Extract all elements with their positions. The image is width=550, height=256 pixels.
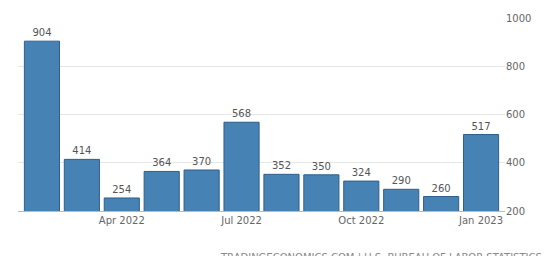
svg-text:517: 517 [472, 121, 491, 132]
svg-text:290: 290 [392, 175, 411, 186]
svg-text:Jan 2023: Jan 2023 [458, 215, 503, 226]
svg-text:568: 568 [232, 108, 251, 119]
svg-text:600: 600 [506, 109, 525, 120]
svg-text:364: 364 [152, 157, 171, 168]
svg-text:352: 352 [272, 160, 291, 171]
svg-text:904: 904 [32, 27, 51, 38]
svg-text:414: 414 [72, 145, 91, 156]
svg-text:324: 324 [352, 167, 371, 178]
svg-text:200: 200 [506, 206, 525, 217]
svg-text:TRADINGECONOMICS.COM | U.S. BU: TRADINGECONOMICS.COM | U.S. BUREAU OF LA… [220, 252, 542, 256]
svg-text:400: 400 [506, 157, 525, 168]
svg-text:370: 370 [192, 156, 211, 167]
svg-text:260: 260 [432, 183, 451, 194]
svg-text:254: 254 [112, 184, 131, 195]
svg-text:Jul 2022: Jul 2022 [220, 215, 262, 226]
svg-text:1000: 1000 [506, 13, 531, 24]
svg-text:Apr 2022: Apr 2022 [99, 215, 145, 226]
svg-text:800: 800 [506, 61, 525, 72]
svg-text:Oct 2022: Oct 2022 [338, 215, 384, 226]
svg-text:350: 350 [312, 161, 331, 172]
